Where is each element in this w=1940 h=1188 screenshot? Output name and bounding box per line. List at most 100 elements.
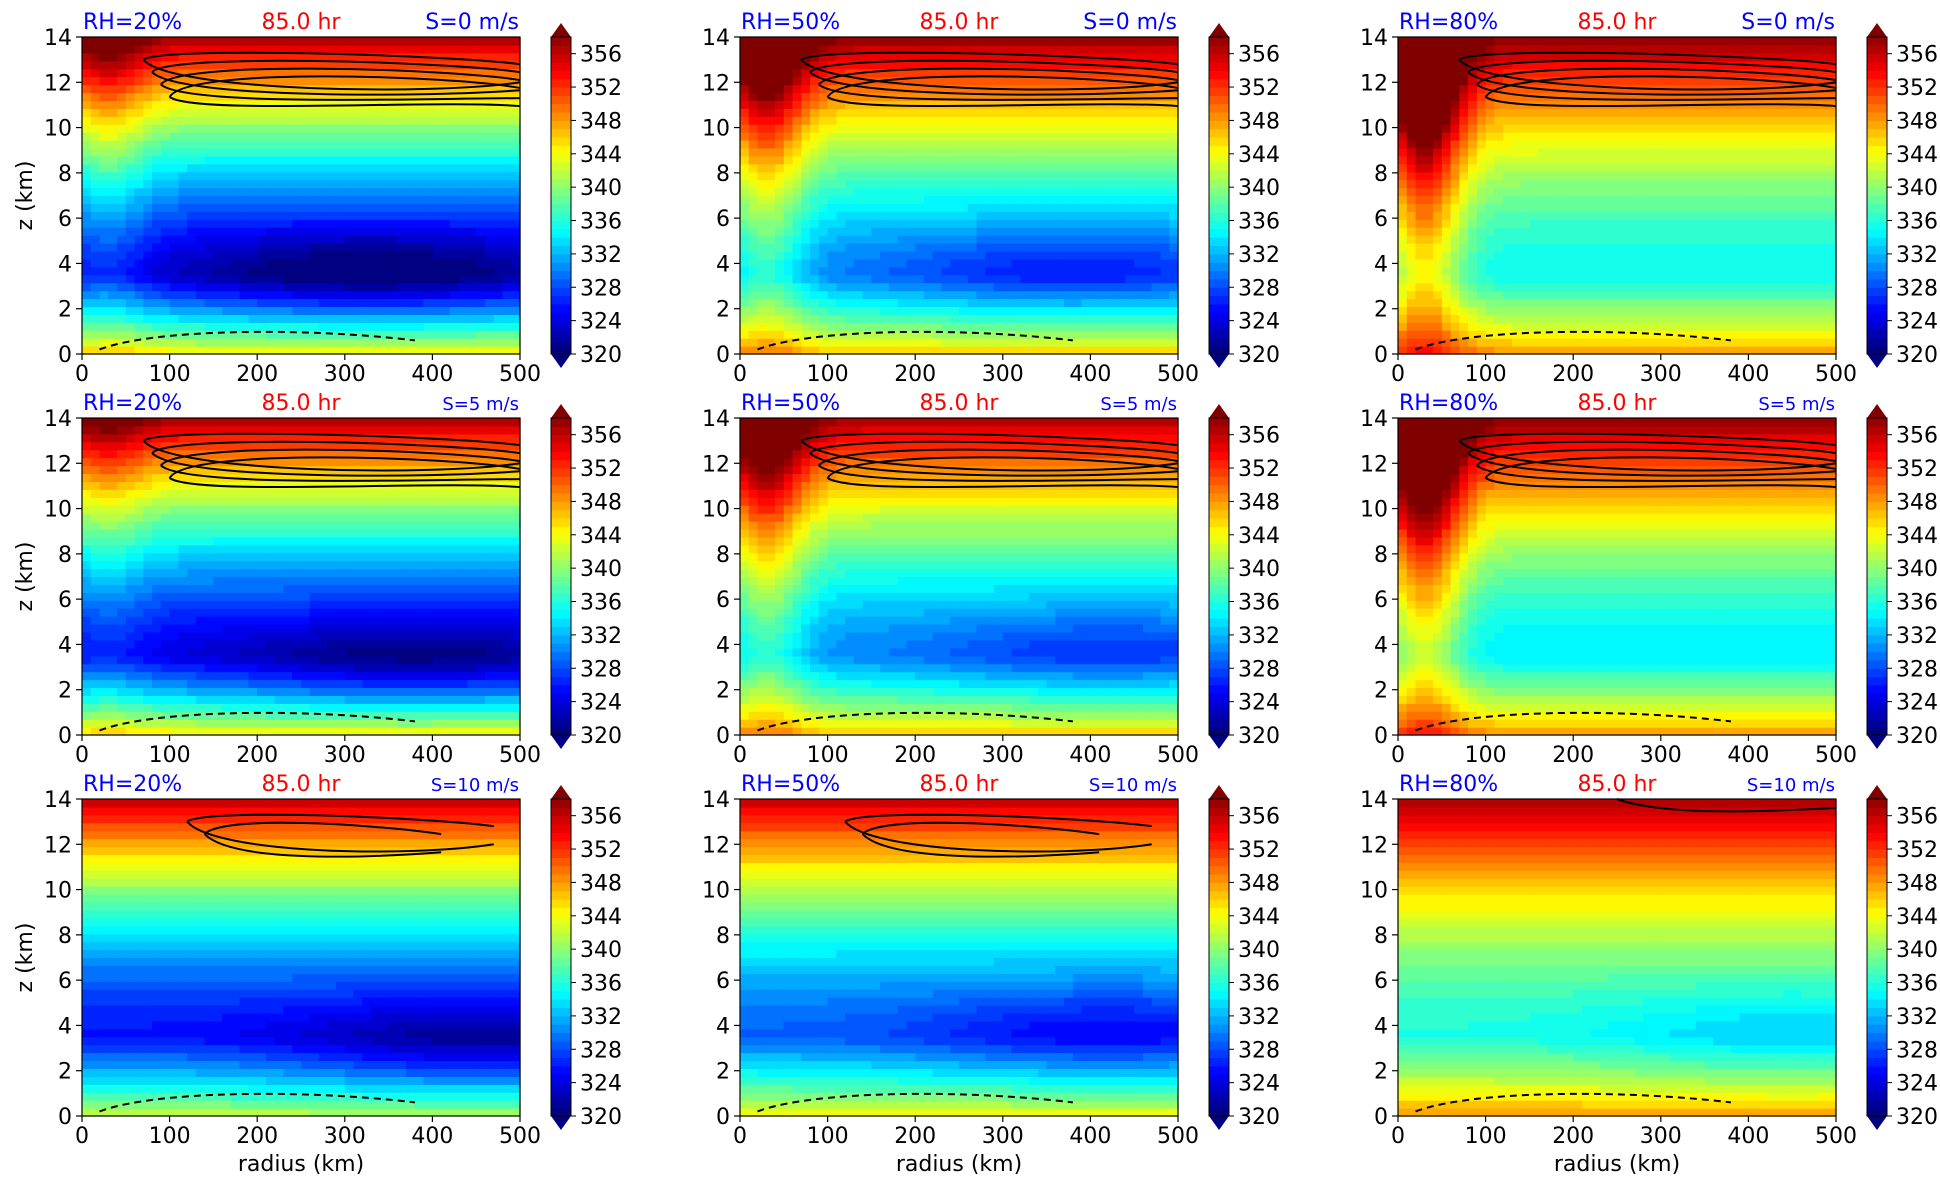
heatmap-cell — [766, 140, 775, 149]
heatmap-cell — [1090, 235, 1099, 244]
heatmap-cell — [397, 45, 406, 54]
heatmap-cell — [450, 243, 459, 252]
heatmap-cell — [161, 291, 170, 300]
heatmap-cell — [906, 322, 915, 331]
heatmap-cell — [301, 275, 310, 284]
heatmap-cell — [1169, 314, 1178, 323]
heatmap-cell — [424, 148, 433, 157]
heatmap-cell — [415, 156, 424, 165]
heatmap-cell — [766, 306, 775, 315]
heatmap-cell — [1503, 346, 1512, 355]
heatmap-cell — [100, 219, 109, 228]
heatmap-cell — [1459, 275, 1468, 284]
heatmap-cell — [292, 243, 301, 252]
heatmap-cell — [336, 227, 345, 236]
heatmap-cell — [766, 148, 775, 157]
heatmap-cell — [749, 196, 758, 205]
heatmap-cell — [924, 116, 933, 125]
heatmap-cell — [819, 259, 828, 268]
heatmap-cell — [257, 259, 266, 268]
heatmap-cell — [406, 140, 415, 149]
heatmap-cell — [222, 148, 231, 157]
heatmap-cell — [432, 283, 441, 292]
heatmap-cell — [1064, 108, 1073, 117]
heatmap-cell — [1012, 180, 1021, 189]
heatmap-cell — [231, 196, 240, 205]
heatmap-cell — [941, 322, 950, 331]
heatmap-cell — [854, 299, 863, 308]
heatmap-cell — [257, 172, 266, 181]
heatmap-cell — [380, 156, 389, 165]
heatmap-cell — [310, 235, 319, 244]
heatmap-cell — [819, 211, 828, 220]
heatmap-cell — [354, 235, 363, 244]
heatmap-cell — [959, 172, 968, 181]
colorbar-band — [551, 250, 571, 255]
heatmap-cell — [117, 283, 126, 292]
heatmap-cell — [371, 108, 380, 117]
heatmap-cell — [1038, 243, 1047, 252]
heatmap-cell — [108, 219, 117, 228]
heatmap-cell — [450, 299, 459, 308]
heatmap-cell — [494, 346, 503, 355]
heatmap-cell — [336, 291, 345, 300]
heatmap-cell — [1459, 203, 1468, 212]
heatmap-cell — [1169, 227, 1178, 236]
heatmap-cell — [327, 243, 336, 252]
heatmap-cell — [1152, 338, 1161, 347]
heatmap-cell — [1424, 211, 1433, 220]
heatmap-cell — [257, 116, 266, 125]
heatmap-cell — [1398, 338, 1407, 347]
heatmap-cell — [135, 77, 144, 86]
heatmap-cell — [319, 211, 328, 220]
heatmap-cell — [1152, 251, 1161, 260]
colorbar-band — [551, 50, 571, 55]
heatmap-cell — [248, 156, 257, 165]
heatmap-cell — [1494, 346, 1503, 355]
heatmap-cell — [950, 259, 959, 268]
heatmap-cell — [459, 275, 468, 284]
heatmap-cell — [152, 338, 161, 347]
heatmap-cell — [1055, 196, 1064, 205]
heatmap-cell — [502, 219, 511, 228]
heatmap-cell — [135, 85, 144, 94]
heatmap-cell — [1082, 291, 1091, 300]
heatmap-cell — [143, 45, 152, 54]
heatmap-cell — [301, 196, 310, 205]
heatmap-cell — [126, 148, 135, 157]
heatmap-cell — [1012, 77, 1021, 86]
heatmap-cell — [266, 346, 275, 355]
heatmap-cell — [1451, 314, 1460, 323]
colorbar-band — [551, 170, 571, 175]
heatmap-cell — [1125, 219, 1134, 228]
heatmap-cell — [801, 45, 810, 54]
heatmap-cell — [380, 314, 389, 323]
heatmap-cell — [1398, 299, 1407, 308]
heatmap-cell — [467, 251, 476, 260]
heatmap-cell — [511, 346, 520, 355]
heatmap-cell — [863, 37, 872, 46]
heatmap-cell — [1125, 45, 1134, 54]
heatmap-cell — [502, 259, 511, 268]
heatmap-cell — [196, 338, 205, 347]
heatmap-cell — [1503, 267, 1512, 276]
heatmap-cell — [1494, 45, 1503, 54]
heatmap-cell — [758, 243, 767, 252]
heatmap-cell — [1117, 45, 1126, 54]
heatmap-cell — [231, 140, 240, 149]
heatmap-cell — [1451, 180, 1460, 189]
heatmap-cell — [784, 211, 793, 220]
heatmap-cell — [1416, 338, 1425, 347]
heatmap-cell — [126, 156, 135, 165]
heatmap-cell — [100, 164, 109, 173]
heatmap-cell — [205, 108, 214, 117]
heatmap-cell — [117, 148, 126, 157]
heatmap-cell — [345, 180, 354, 189]
heatmap-cell — [1169, 45, 1178, 54]
heatmap-cell — [283, 211, 292, 220]
heatmap-cell — [336, 188, 345, 197]
heatmap-cell — [880, 180, 889, 189]
colorbar-extend-min — [551, 354, 571, 368]
heatmap-cell — [196, 203, 205, 212]
heatmap-cell — [397, 283, 406, 292]
